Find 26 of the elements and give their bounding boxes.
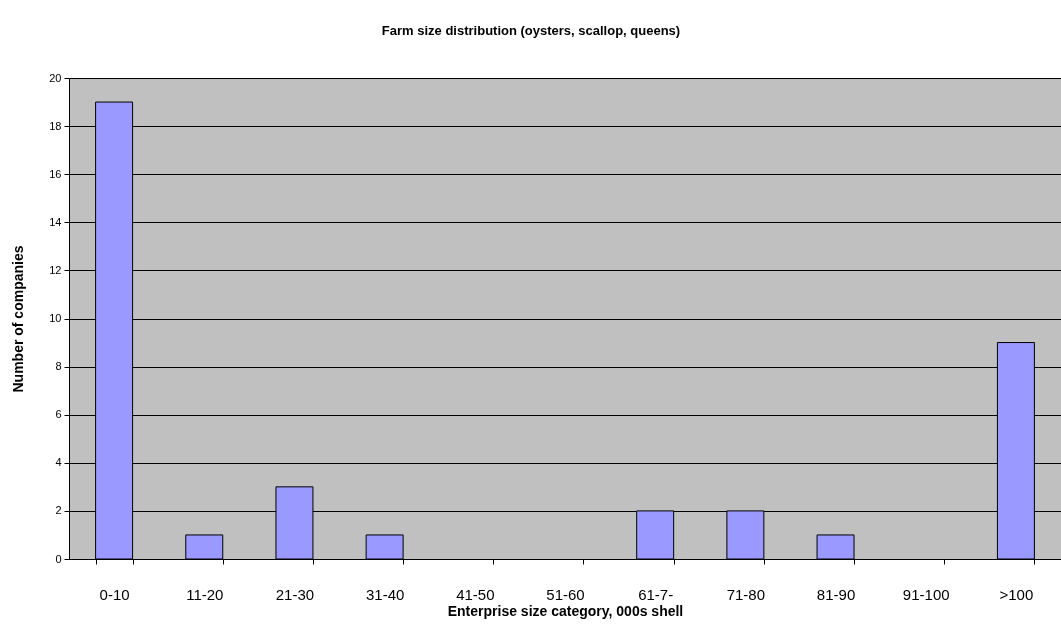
- x-tick-label: 0-10: [99, 585, 130, 603]
- y-tick-label: 20: [49, 71, 62, 84]
- x-axis-title: Enterprise size category, 000s shell: [447, 602, 684, 619]
- y-tick-label: 10: [49, 312, 62, 324]
- x-tick-label: 41-50: [456, 585, 495, 603]
- y-tick-label: 0: [55, 552, 62, 565]
- y-axis-title: Number of companies: [10, 245, 27, 393]
- bar: [185, 534, 224, 560]
- y-tick-label: 4: [55, 456, 62, 469]
- x-tick-label: 91-100: [902, 585, 950, 603]
- y-tick-label: 18: [49, 119, 62, 132]
- y-tick-label: 2: [55, 504, 62, 517]
- x-tick-label: 21-30: [275, 585, 315, 603]
- x-tick-label: 31-40: [365, 585, 405, 603]
- x-tick-label: 11-20: [186, 585, 224, 603]
- y-tick-label: 6: [55, 408, 62, 421]
- y-tick-label: 8: [55, 360, 62, 373]
- x-tick-label: 61-7-: [638, 585, 674, 603]
- x-tick-label: 51-60: [546, 585, 585, 603]
- y-tick-label: 12: [49, 263, 62, 276]
- x-tick-label: >100: [999, 585, 1034, 603]
- chart-title: Farm size distribution (oysters, scallop, queens): [381, 23, 681, 38]
- y-tick-label: 14: [49, 215, 62, 228]
- x-tick-label: 81-90: [816, 585, 856, 603]
- x-tick-label: 71-80: [726, 585, 766, 603]
- y-tick-label: 16: [49, 167, 62, 180]
